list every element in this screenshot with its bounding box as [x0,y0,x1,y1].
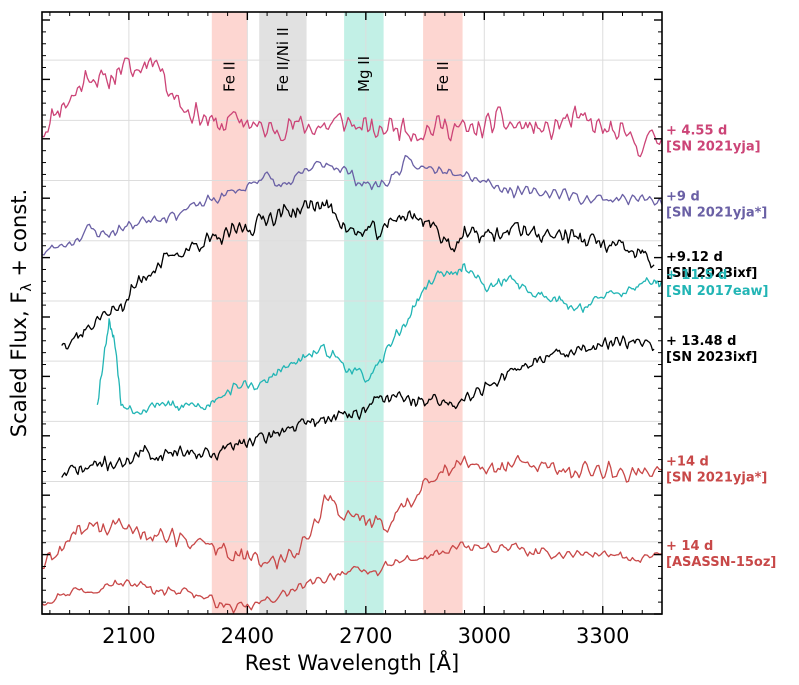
xtick-label-4: 3300 [576,624,629,648]
grid [42,12,662,614]
band-1 [259,12,307,614]
series-label-1-epoch: +9 d [666,190,700,205]
band-labels: Fe II Fe II/Ni II Mg II Fe II [221,27,452,92]
y-axis-title: Scaled Flux, Fλ + const. [7,189,35,437]
series-label-3-epoch: + 11.5 d [666,268,727,283]
series-label-5-epoch: +14 d [666,455,709,470]
band-label-1: Fe II/Ni II [274,27,292,92]
x-axis-title: Rest Wavelength [Å] [245,649,459,675]
xtick-label-0: 2100 [102,624,155,648]
band-0 [211,12,248,614]
series-label-1-name: [SN 2021yja*] [666,206,767,221]
xtick-label-1: 2400 [221,624,274,648]
series-label-0-epoch: + 4.55 d [666,123,727,138]
xtick-label-2: 2700 [339,624,392,648]
series-labels: + 4.55 d [SN 2021yja]+9 d [SN 2021yja*]+… [666,123,776,569]
series-line-3 [96,263,662,415]
series-line-0 [42,57,662,158]
series-line-6 [42,541,662,614]
series-line-5 [42,454,662,570]
band-label-2: Mg II [355,56,373,92]
series-label-4-epoch: + 13.48 d [666,334,736,349]
series-label-2-name: [SN 2023ixf] [666,266,757,281]
xtick-label-3: 3000 [458,624,511,648]
y-axis-title-rest: + const. [7,189,31,284]
band-2 [344,12,384,614]
series-label-4-name: [SN 2023ixf] [666,350,757,365]
y-axis-title-main: Scaled Flux, F [7,292,31,438]
band-3 [423,12,463,614]
series-label-2-epoch: +9.12 d [666,250,723,265]
plot-frame [41,11,663,615]
series-label-6-name: [ASASSN-15oz] [666,555,776,570]
series-line-2 [61,199,655,350]
series-label-6-epoch: + 14 d [666,539,713,554]
y-axis-title-subscript: λ [19,283,35,291]
band-label-3: Fe II [434,61,452,92]
series-line-4 [61,335,655,478]
absorption-bands [211,12,463,614]
series-line-1 [42,154,662,256]
band-label-0: Fe II [221,61,239,92]
x-tick-labels: 2100 2400 2700 3000 3300 [102,624,629,648]
series-label-5-name: [SN 2021yja*] [666,471,767,486]
axis-ticks [42,12,663,615]
series-label-3-name: [SN 2017eaw] [666,284,768,299]
series-label-0-name: [SN 2021yja] [666,139,761,154]
spectra [42,57,662,614]
